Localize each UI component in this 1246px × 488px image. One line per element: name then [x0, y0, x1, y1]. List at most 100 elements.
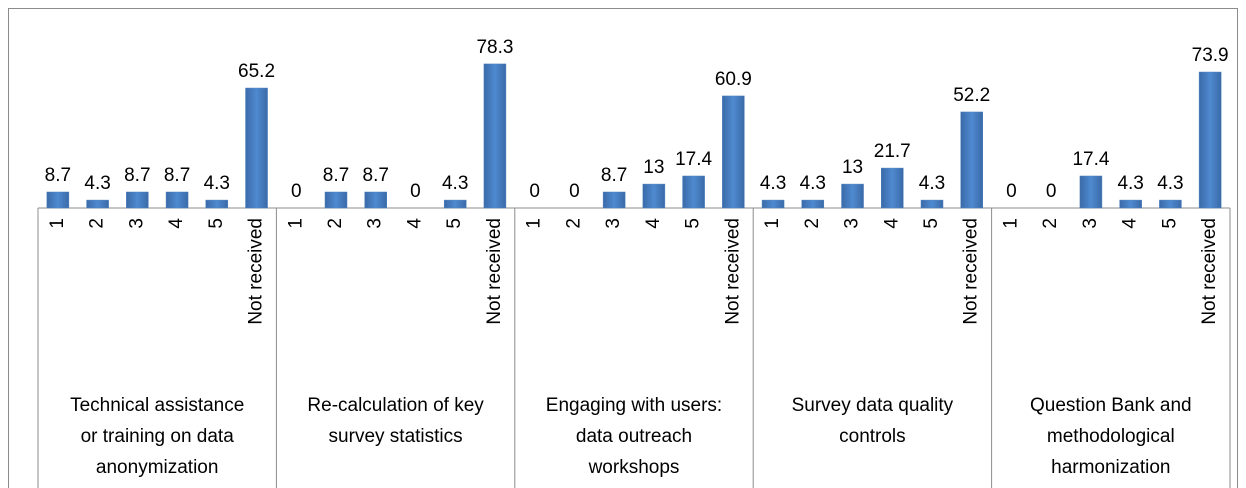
group-label: Re-calculation of key [307, 395, 484, 416]
data-label: 8.7 [45, 165, 71, 186]
data-label: 0 [529, 181, 540, 202]
data-label: 4.3 [919, 173, 945, 194]
x-tick-label: 3 [1080, 218, 1101, 229]
x-tick-label: 3 [603, 218, 624, 229]
x-tick-label: 5 [683, 218, 704, 229]
data-label: 60.9 [715, 69, 752, 90]
group-label: survey statistics [329, 426, 463, 447]
data-label: 0 [569, 181, 580, 202]
x-tick-label: Not received [1199, 218, 1220, 325]
group-label: anonymization [96, 457, 219, 478]
bar [841, 183, 864, 209]
x-tick-label: 4 [1120, 218, 1141, 229]
data-label: 8.7 [601, 165, 627, 186]
x-tick-label: 3 [365, 218, 386, 229]
group-label: harmonization [1051, 457, 1170, 478]
data-label: 8.7 [164, 165, 190, 186]
bar [920, 199, 944, 209]
x-tick-label: 2 [802, 218, 823, 229]
group-label: or training on data [81, 426, 235, 447]
bar [602, 191, 626, 209]
bar [722, 95, 745, 209]
x-tick-label: Not received [961, 218, 982, 325]
x-tick-label: 3 [126, 218, 147, 229]
data-label: 17.4 [675, 149, 712, 170]
data-label: 4.3 [760, 173, 786, 194]
data-label: 73.9 [1192, 45, 1229, 66]
x-tick-label: 4 [166, 218, 187, 229]
bar [881, 167, 904, 209]
bar [324, 191, 348, 209]
bar [1079, 175, 1103, 209]
x-tick-label: 2 [563, 218, 584, 229]
group-label: data outreach [576, 426, 692, 447]
group-label: Technical assistance [70, 395, 244, 416]
data-label: 8.7 [363, 165, 389, 186]
data-label: 4.3 [1157, 173, 1183, 194]
data-label: 0 [410, 181, 421, 202]
x-tick-label: 4 [881, 218, 902, 229]
data-label: 4.3 [1117, 173, 1143, 194]
group-label: Survey data quality [792, 395, 954, 416]
group-label: controls [839, 426, 906, 447]
data-label: 17.4 [1072, 149, 1109, 170]
bar [960, 111, 983, 209]
bar [165, 191, 189, 209]
data-label: 65.2 [238, 61, 275, 82]
x-tick-label: 4 [643, 218, 664, 229]
bar [1159, 199, 1182, 209]
x-tick-label: 1 [524, 218, 545, 229]
x-tick-label: 2 [1040, 218, 1061, 229]
x-tick-label: Not received [246, 218, 267, 325]
x-tick-label: 2 [325, 218, 346, 229]
bar [245, 87, 268, 209]
data-label: 21.7 [874, 141, 911, 162]
x-tick-label: 4 [404, 218, 425, 229]
data-label: 78.3 [476, 37, 513, 58]
x-tick-label: 5 [921, 218, 942, 229]
x-tick-label: Not received [722, 218, 743, 325]
bar [443, 199, 467, 209]
x-tick-label: 1 [285, 218, 306, 229]
data-label: 0 [1006, 181, 1017, 202]
chart-border [8, 8, 1238, 488]
data-label: 52.2 [953, 85, 990, 106]
data-label: 8.7 [124, 165, 150, 186]
bar [1119, 199, 1142, 209]
bar [761, 199, 785, 209]
bar [682, 175, 705, 209]
x-tick-label: 3 [842, 218, 863, 229]
group-label: workshops [588, 457, 680, 478]
data-label: 8.7 [323, 165, 349, 186]
x-tick-label: 5 [1159, 218, 1180, 229]
x-tick-label: 1 [762, 218, 783, 229]
data-label: 4.3 [800, 173, 826, 194]
data-label: 4.3 [204, 173, 230, 194]
data-label: 13 [842, 157, 863, 178]
bar [205, 199, 229, 209]
x-tick-label: 5 [444, 218, 465, 229]
group-label: Engaging with users: [546, 395, 722, 416]
bar [86, 199, 109, 209]
bar [642, 183, 666, 209]
x-tick-label: 1 [47, 218, 68, 229]
bar [801, 199, 825, 209]
bar [483, 63, 507, 209]
data-label: 4.3 [84, 173, 110, 194]
group-label: methodological [1047, 426, 1175, 447]
group-label: Question Bank and [1030, 395, 1192, 416]
x-tick-label: 2 [87, 218, 108, 229]
x-tick-label: Not received [484, 218, 505, 325]
bar [1198, 71, 1222, 209]
bar [46, 191, 70, 209]
x-tick-label: 5 [206, 218, 227, 229]
x-tick-label: 1 [1000, 218, 1021, 229]
data-label: 0 [291, 181, 302, 202]
bar [126, 191, 149, 209]
bar [364, 191, 387, 209]
data-label: 0 [1046, 181, 1057, 202]
data-label: 4.3 [442, 173, 468, 194]
data-label: 13 [643, 157, 664, 178]
